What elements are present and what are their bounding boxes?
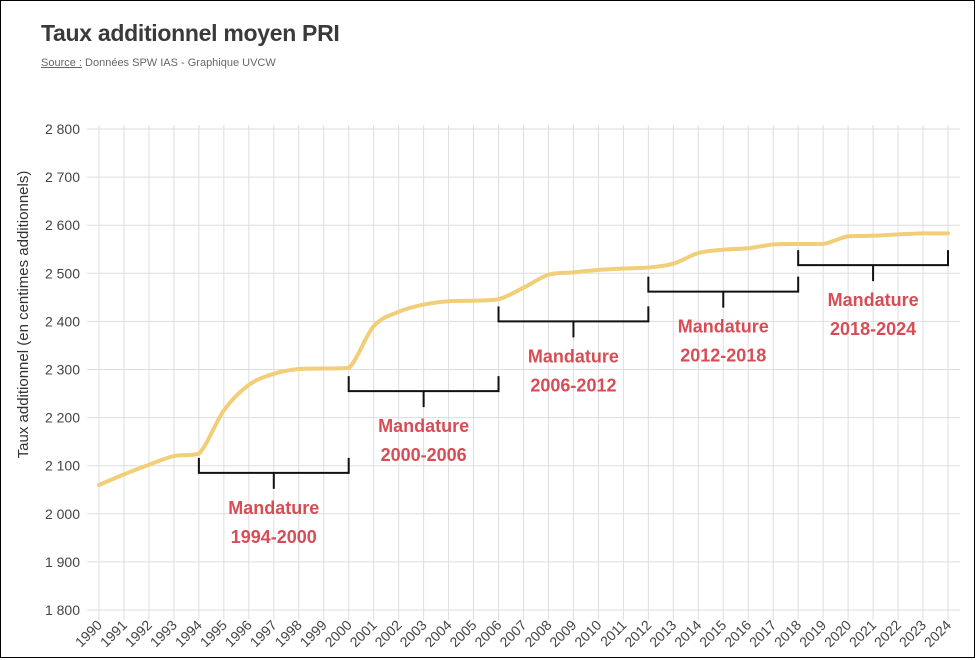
- series-layer: [97, 231, 950, 487]
- y-tick-label: 2 200: [45, 410, 80, 426]
- mandature-label: Mandature: [228, 498, 319, 518]
- mandature-annotation: Mandature 1994-2000: [197, 457, 350, 547]
- x-tick-label: 1993: [147, 617, 180, 650]
- series-line: [97, 231, 950, 487]
- mandature-bracket: [647, 276, 800, 308]
- x-tick-label: 1999: [297, 617, 330, 650]
- x-tick-label: 1991: [97, 617, 130, 650]
- chart-source: Source : Données SPW IAS - Graphique UVC…: [41, 57, 276, 69]
- x-tick-label: 1997: [247, 617, 280, 650]
- x-tick-label: 2003: [396, 617, 429, 650]
- mandature-label: Mandature: [528, 346, 619, 366]
- x-tick-label: 2006: [471, 617, 504, 650]
- x-tick-label: 2022: [871, 617, 904, 650]
- source-text: Données SPW IAS - Graphique UVCW: [81, 57, 276, 69]
- x-tick-label: 2020: [821, 617, 854, 650]
- mandature-annotation: Mandature 2018-2024: [797, 250, 949, 339]
- y-tick-label: 2 400: [45, 313, 80, 329]
- x-tick-label: 2005: [446, 617, 479, 650]
- x-tick-label: 2010: [571, 617, 604, 650]
- y-tick-label: 2 000: [45, 506, 80, 522]
- x-tick-label: 2011: [597, 617, 630, 650]
- mandature-period: 2000-2006: [381, 445, 467, 465]
- x-tick-label: 2009: [546, 617, 579, 650]
- y-tick-label: 2 100: [45, 458, 80, 474]
- y-tick-label: 2 700: [45, 169, 80, 185]
- x-tick-label: 2001: [346, 617, 379, 650]
- mandature-bracket: [797, 250, 949, 282]
- x-tick-label: 2000: [321, 617, 354, 650]
- x-tick-label: 1992: [122, 617, 155, 650]
- mandature-annotation: Mandature 2000-2006: [347, 376, 500, 465]
- y-tick-label: 2 600: [45, 217, 80, 233]
- x-tick-label: 2019: [796, 617, 829, 650]
- x-tick-label: 1996: [222, 617, 255, 650]
- mandature-bracket: [497, 306, 650, 338]
- x-tick-label: 2012: [621, 617, 654, 650]
- mandature-bracket: [197, 457, 350, 489]
- x-tick-label: 2018: [771, 617, 804, 650]
- y-tick-label: 1 800: [45, 602, 80, 618]
- mandature-label: Mandature: [678, 317, 769, 337]
- x-tick-label: 2015: [696, 617, 729, 650]
- x-tick-label: 2014: [671, 617, 704, 650]
- x-tick-label: 2024: [921, 617, 954, 650]
- y-tick-label: 1 900: [45, 554, 80, 570]
- x-tick-label: 2008: [521, 617, 554, 650]
- x-tick-label: 2017: [746, 617, 779, 650]
- mandature-label: Mandature: [828, 290, 919, 310]
- mandature-annotation: Mandature 2006-2012: [497, 306, 650, 395]
- x-tick-label: 2002: [371, 617, 404, 650]
- y-tick-label: 2 800: [45, 121, 80, 137]
- x-tick-label: 2013: [646, 617, 679, 650]
- y-tick-label: 2 500: [45, 265, 80, 281]
- tick-layer: 1 800 1 900 2 000 2 100 2 200 2 300 2 400 2 500…: [45, 121, 954, 650]
- mandature-bracket: [347, 376, 500, 408]
- mandature-period: 1994-2000: [231, 527, 317, 547]
- mandature-period: 2012-2018: [680, 346, 766, 366]
- mandature-annotation: Mandature 2012-2018: [647, 276, 800, 366]
- x-tick-label: 2023: [896, 617, 929, 650]
- mandature-period: 2006-2012: [530, 375, 616, 395]
- y-axis-label: Taux additionnel (en centimes additionne…: [15, 171, 32, 459]
- x-tick-label: 2007: [496, 617, 529, 650]
- x-tick-label: 1998: [272, 617, 305, 650]
- mandature-label: Mandature: [378, 416, 469, 436]
- x-tick-label: 1990: [72, 617, 105, 650]
- x-tick-label: 2004: [421, 617, 454, 650]
- x-tick-label: 2021: [846, 617, 879, 650]
- mandature-period: 2018-2024: [830, 319, 916, 339]
- grid-layer: [87, 125, 960, 620]
- x-tick-label: 2016: [721, 617, 754, 650]
- x-tick-label: 1994: [172, 617, 205, 650]
- y-tick-label: 2 300: [45, 362, 80, 378]
- source-label: Source :: [41, 57, 82, 69]
- annotation-layer: Mandature1994-2000Mandature2000-2006Mand…: [197, 250, 949, 547]
- chart-title: Taux additionnel moyen PRI: [41, 20, 340, 46]
- x-tick-label: 1995: [197, 617, 230, 650]
